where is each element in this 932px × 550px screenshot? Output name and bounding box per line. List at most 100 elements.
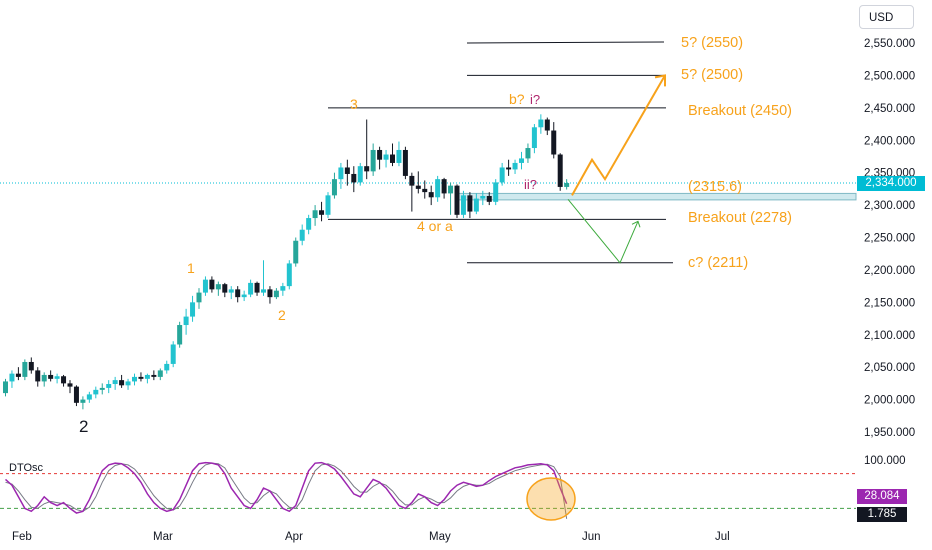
candle-body	[228, 289, 234, 293]
candle-body	[319, 210, 325, 215]
candle-body	[377, 149, 383, 160]
indicator-value-fast: 28.084	[857, 489, 907, 504]
candle-body	[506, 167, 512, 170]
candle	[15, 367, 21, 381]
candle	[306, 214, 312, 235]
wave-label-ii: ii?	[524, 177, 537, 192]
candle-body	[80, 399, 86, 403]
candle	[170, 341, 176, 368]
price-axis: 2,550.0002,500.0002,450.0002,400.0002,35…	[864, 38, 915, 439]
candle-body	[22, 361, 28, 377]
candle-body	[106, 384, 112, 388]
x-tick-label: Apr	[285, 531, 303, 543]
horizontal-levels	[0, 41, 856, 264]
candle	[183, 308, 189, 335]
candle	[248, 279, 254, 298]
candle	[409, 172, 415, 212]
candle	[402, 146, 408, 180]
candle-body	[41, 374, 47, 382]
candle-body	[132, 376, 137, 382]
candle	[377, 146, 383, 170]
candle	[157, 368, 163, 381]
x-tick-label: Jul	[715, 531, 730, 543]
last-price-tag: 2,334.000	[857, 176, 925, 191]
candle	[473, 193, 479, 215]
candle-body	[564, 183, 570, 187]
x-tick-label: Jun	[582, 531, 601, 543]
candle	[467, 192, 473, 219]
candle	[499, 162, 505, 186]
candle	[460, 190, 466, 219]
candle	[557, 153, 563, 191]
y-tick-label: 2,550.000	[864, 38, 915, 50]
candle-body	[67, 383, 73, 387]
candle-body	[15, 373, 21, 377]
candle	[396, 141, 402, 167]
candle-body	[460, 195, 466, 215]
osc-level-label: 100.000	[864, 455, 906, 467]
candle-body	[241, 294, 247, 298]
candle-body	[544, 119, 550, 131]
candle	[512, 159, 518, 174]
candle	[267, 286, 273, 304]
candle-body	[222, 284, 228, 293]
candle-body	[364, 166, 370, 172]
candle-body	[357, 166, 363, 183]
currency-button[interactable]: USD	[859, 5, 914, 29]
candle	[202, 276, 208, 296]
candle-body	[157, 370, 163, 377]
candle-body	[435, 179, 441, 198]
candle-body	[235, 289, 241, 298]
candle	[86, 391, 92, 403]
candle-body	[493, 182, 499, 202]
candle-body	[473, 198, 479, 212]
bullish-arrowhead	[654, 74, 666, 87]
candle-body	[61, 376, 67, 384]
candle-body	[254, 282, 260, 293]
candle-body	[499, 167, 505, 183]
x-tick-label: Mar	[153, 531, 173, 543]
candle-body	[48, 374, 54, 379]
candle	[331, 172, 337, 199]
candle-body	[409, 175, 415, 186]
candle	[209, 276, 215, 293]
candle-body	[151, 374, 157, 377]
candle-body	[93, 389, 99, 395]
indicator-value-slow: 1.785	[857, 507, 907, 522]
candle	[54, 373, 60, 384]
y-tick-label: 2,200.000	[864, 265, 915, 277]
candle	[441, 177, 447, 199]
candle	[138, 372, 144, 382]
candle-body	[422, 188, 428, 193]
support-zone	[454, 192, 857, 201]
y-tick-label: 2,050.000	[864, 362, 915, 374]
wave-label-2: 2	[278, 307, 286, 323]
y-tick-label: 2,000.000	[864, 395, 915, 407]
level-label-breakout-2278: Breakout (2278)	[688, 210, 792, 226]
candle-body	[293, 240, 299, 264]
candle	[319, 201, 325, 222]
candle-body	[325, 195, 331, 215]
candle	[261, 260, 266, 296]
candle	[119, 374, 125, 388]
level-line-0	[466, 41, 665, 44]
candle	[228, 286, 234, 300]
candle	[312, 205, 318, 226]
candle	[338, 162, 344, 189]
candle	[325, 192, 331, 219]
bearish-arrowhead	[631, 220, 641, 228]
osc-highlight-circle	[526, 477, 576, 521]
candle	[41, 372, 47, 387]
candle-body	[99, 387, 105, 390]
oscillator-pane: 100.000	[0, 451, 932, 521]
level-label-5-2550: 5? (2550)	[681, 35, 743, 51]
candle	[383, 149, 389, 168]
candle	[364, 119, 370, 180]
candle	[151, 370, 157, 381]
support-zone-box	[454, 192, 857, 201]
candle-body	[519, 158, 524, 163]
candle-body	[370, 149, 376, 172]
candle	[222, 282, 228, 298]
candle	[519, 151, 524, 170]
